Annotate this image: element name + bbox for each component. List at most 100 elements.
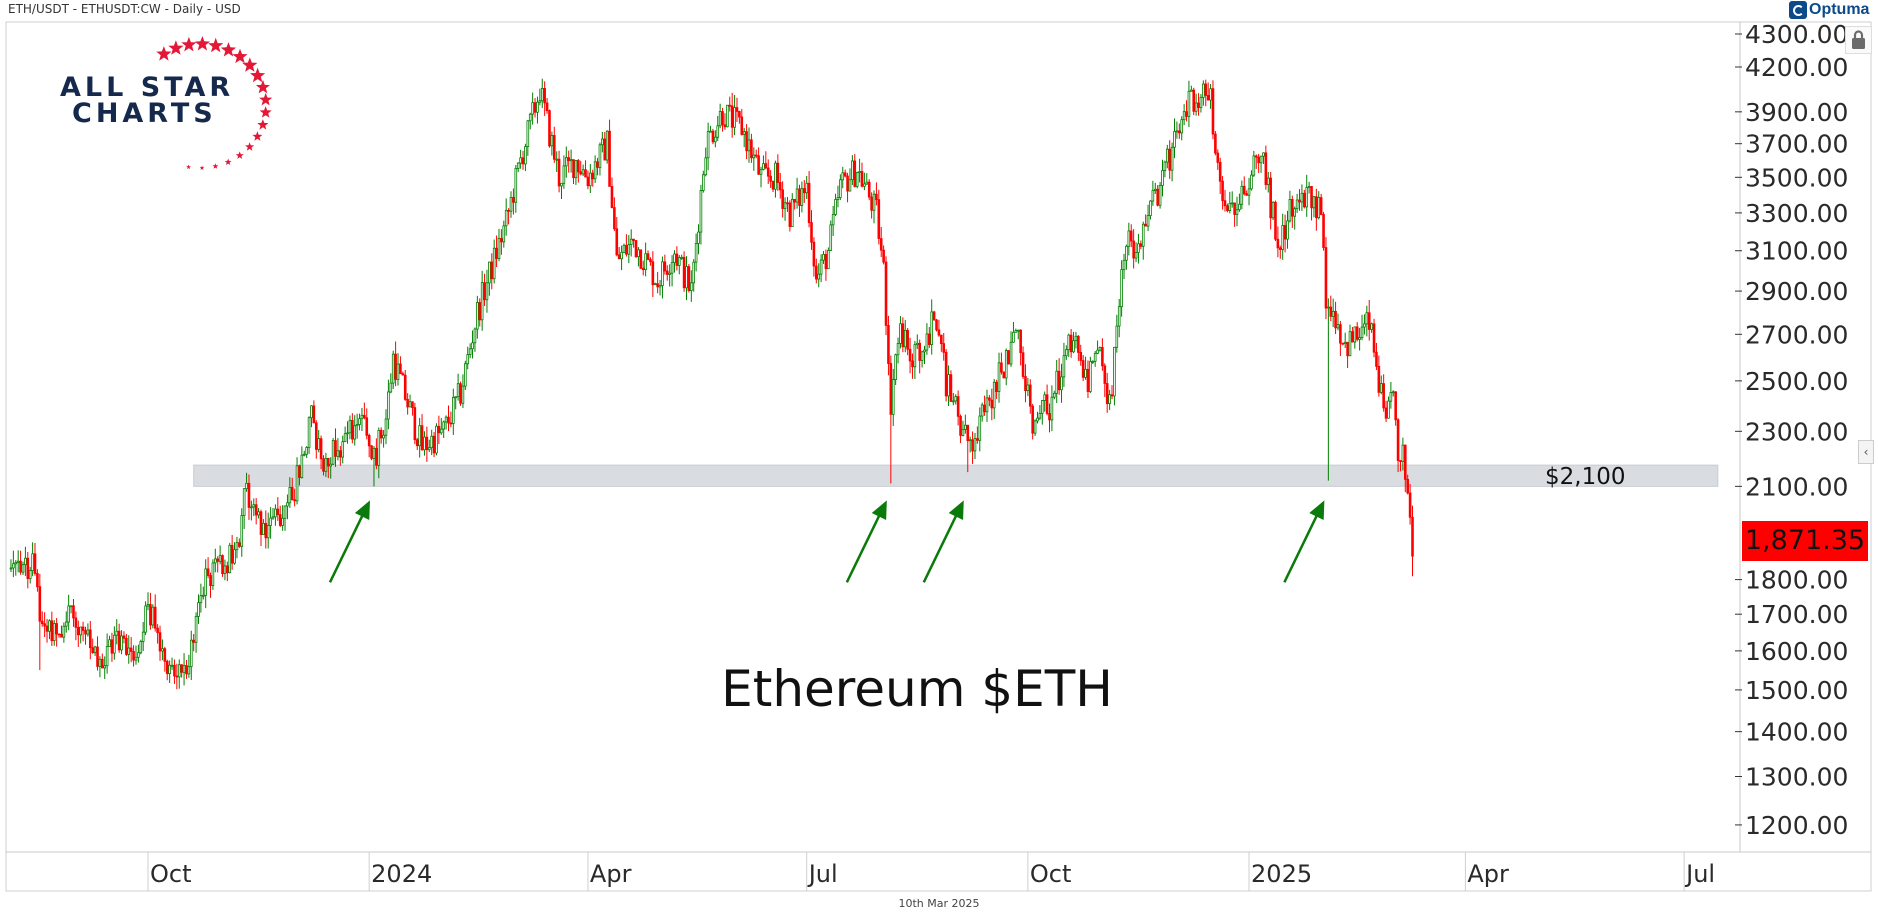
candle-body — [762, 163, 765, 170]
candle-body — [1358, 337, 1361, 340]
candle-body — [976, 438, 979, 441]
candle-body — [1353, 326, 1357, 343]
candle-body — [665, 270, 669, 275]
candle-body — [348, 419, 352, 434]
support-arrows — [328, 500, 1325, 583]
candle-body — [461, 385, 465, 404]
lock-icon[interactable] — [1845, 26, 1872, 54]
candle-body — [1120, 269, 1123, 308]
candle-body — [1038, 412, 1042, 419]
plot-frame — [5, 21, 1872, 892]
candle-body — [1139, 243, 1143, 247]
logo-star-icon — [252, 131, 263, 141]
logo-star-icon — [257, 119, 269, 130]
candle-body — [1040, 400, 1044, 414]
candle-body — [968, 439, 972, 442]
candle-body — [872, 193, 876, 211]
candle-body — [711, 130, 715, 143]
candle-body — [21, 564, 25, 573]
candle-body — [1132, 240, 1135, 259]
candle-body — [586, 176, 590, 187]
candle-body — [38, 586, 42, 622]
candle-body — [1192, 89, 1196, 112]
candle-body — [40, 620, 44, 625]
candle-body — [507, 209, 510, 212]
candle-body — [57, 633, 61, 636]
candle-body — [411, 401, 414, 408]
arrow-head — [1309, 500, 1325, 521]
candle-body — [250, 506, 253, 509]
candle-body — [1134, 252, 1138, 259]
candle-body — [706, 130, 710, 159]
logo-star-icon — [259, 106, 272, 118]
candle-body — [865, 181, 869, 185]
candle-body — [175, 675, 179, 678]
candle-body — [466, 354, 470, 365]
chevron-left-icon[interactable]: ‹ — [1858, 440, 1874, 464]
candle-body — [55, 623, 58, 635]
candle-body — [98, 658, 102, 667]
candle-body — [478, 302, 482, 321]
y-tick-label: 4300.00 — [1745, 20, 1848, 49]
candle-body — [903, 329, 907, 348]
candle-body — [1084, 368, 1087, 378]
candle-body — [1324, 247, 1328, 309]
candle-body — [531, 102, 534, 115]
x-axis: Oct 2024 Apr Jul Oct 2025 Apr Jul — [147, 852, 1715, 891]
y-tick-label: 2900.00 — [1745, 277, 1848, 306]
candle-body — [230, 544, 234, 564]
candle-body — [341, 441, 345, 458]
candle-body — [1257, 156, 1260, 164]
candle-body — [560, 182, 563, 187]
candle-body — [28, 570, 32, 579]
candle-body — [81, 626, 85, 631]
candle-body — [235, 542, 239, 551]
candle-body — [382, 434, 385, 439]
candle-body — [988, 397, 991, 401]
candle-body — [824, 254, 828, 270]
candle-body — [1161, 170, 1164, 186]
candle-body — [1317, 197, 1321, 219]
candle-body — [151, 606, 155, 626]
candle-body — [692, 261, 696, 284]
candle-body — [1180, 119, 1184, 134]
candle-body — [851, 160, 854, 181]
candle-body — [1156, 188, 1159, 206]
candle-body — [226, 565, 229, 574]
candle-body — [1012, 331, 1015, 343]
candle-body — [269, 517, 272, 526]
candle-body — [67, 605, 70, 623]
candle-body — [52, 623, 56, 642]
candle-body — [365, 417, 369, 436]
candle-body — [60, 633, 63, 638]
candle-body — [1004, 350, 1008, 379]
chart-annotation-title: Ethereum $ETH — [721, 660, 1113, 718]
candle-body — [50, 620, 54, 642]
candle-body — [1233, 202, 1236, 215]
candle-body — [682, 256, 686, 289]
candle-body — [1144, 223, 1147, 227]
candle-body — [1394, 391, 1397, 421]
candle-body — [1031, 405, 1034, 434]
y-tick-label: 1400.00 — [1745, 718, 1848, 747]
candle-body — [334, 440, 337, 457]
y-tick-label: 2300.00 — [1745, 417, 1848, 446]
candle-body — [651, 261, 655, 286]
candle-body — [819, 259, 823, 275]
candle-body — [1204, 83, 1208, 96]
candle-body — [615, 228, 619, 256]
candle-body — [521, 157, 525, 165]
candle-body — [964, 424, 967, 430]
arrow-head — [948, 500, 964, 521]
candle-body — [567, 157, 570, 162]
candle-body — [512, 196, 515, 203]
candle-body — [485, 282, 489, 301]
candle-body — [1247, 188, 1251, 196]
candle-body — [319, 438, 323, 460]
candle-body — [1307, 186, 1311, 188]
candle-body — [302, 453, 306, 456]
candle-body — [980, 404, 984, 417]
candle-body — [464, 363, 467, 387]
candle-body — [985, 397, 989, 413]
